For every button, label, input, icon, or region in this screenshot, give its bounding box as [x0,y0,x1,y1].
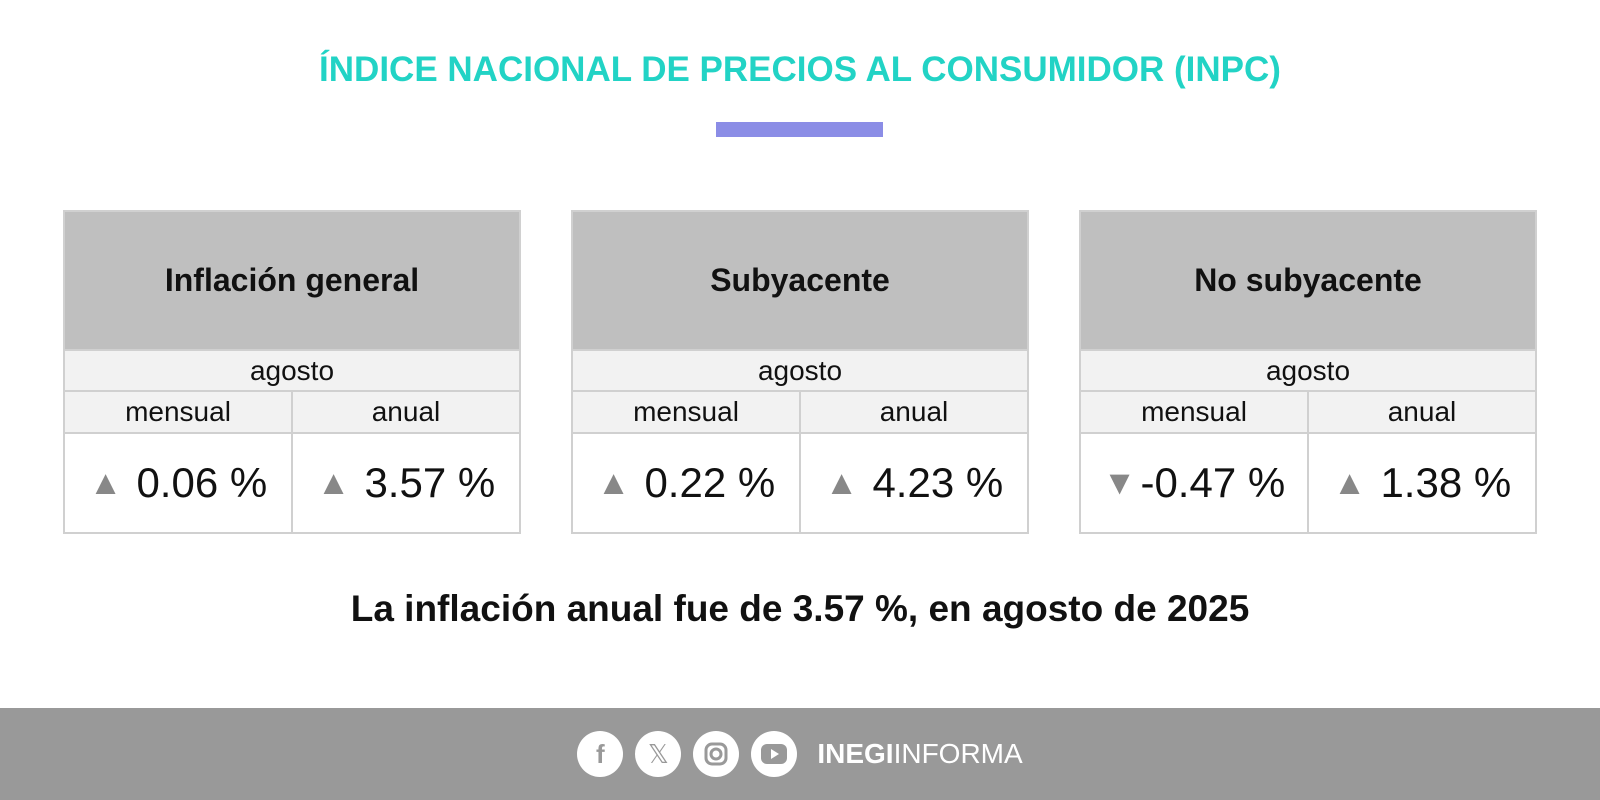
value-anual: ▲ 1.38 % [1307,434,1535,532]
brand-light: INFORMA [893,738,1023,769]
value-mensual: ▼ -0.47 % [1081,434,1307,532]
up-arrow-icon: ▲ [824,463,859,502]
card-title: No subyacente [1081,212,1535,349]
value-text: 0.22 % [644,459,776,506]
value-text: 3.57 % [364,459,496,506]
value-text: 4.23 % [872,459,1004,506]
value-mensual: ▲ 0.06 % [65,434,291,532]
value-text: -0.47 % [1140,459,1286,506]
month-label: agosto [573,349,1027,390]
col-anual: anual [799,392,1027,432]
card-subyacente: Subyacente agosto mensual anual ▲ 0.22 % ▲… [571,210,1029,534]
card-inflacion-general: Inflación general agosto mensual anual ▲ 0… [63,210,521,534]
brand-inegi-informa[interactable]: INEGIINFORMA [817,738,1022,770]
col-mensual: mensual [633,396,739,427]
facebook-icon[interactable]: f [577,731,624,777]
col-mensual: mensual [125,396,231,427]
x-icon[interactable]: 𝕏 [635,731,682,777]
month-label: agosto [65,349,519,390]
up-arrow-icon: ▲ [1332,463,1367,502]
value-anual: ▲ 3.57 % [291,434,519,532]
card-no-subyacente: No subyacente agosto mensual anual ▼ -0.47… [1079,210,1537,534]
card-title: Subyacente [573,212,1027,349]
value-anual: ▲ 4.23 % [799,434,1027,532]
col-mensual: mensual [1141,396,1247,427]
card-title: Inflación general [65,212,519,349]
up-arrow-icon: ▲ [596,463,631,502]
summary-text: La inflación anual fue de 3.57 %, en ago… [350,588,1250,629]
up-arrow-icon: ▲ [88,463,123,502]
instagram-icon[interactable] [693,731,740,777]
title-underline [716,122,883,137]
page-title: ÍNDICE NACIONAL DE PRECIOS AL CONSUMIDOR… [319,50,1281,89]
up-arrow-icon: ▲ [316,463,351,502]
col-anual: anual [291,392,519,432]
down-arrow-icon: ▼ [1102,463,1137,502]
value-text: 1.38 % [1380,459,1512,506]
value-text: 0.06 % [136,459,268,506]
footer: f 𝕏 INEGIINFORMA [0,708,1600,800]
youtube-icon[interactable] [751,731,798,777]
col-anual: anual [1307,392,1535,432]
value-mensual: ▲ 0.22 % [573,434,799,532]
month-label: agosto [1081,349,1535,390]
brand-bold: INEGI [817,738,894,769]
